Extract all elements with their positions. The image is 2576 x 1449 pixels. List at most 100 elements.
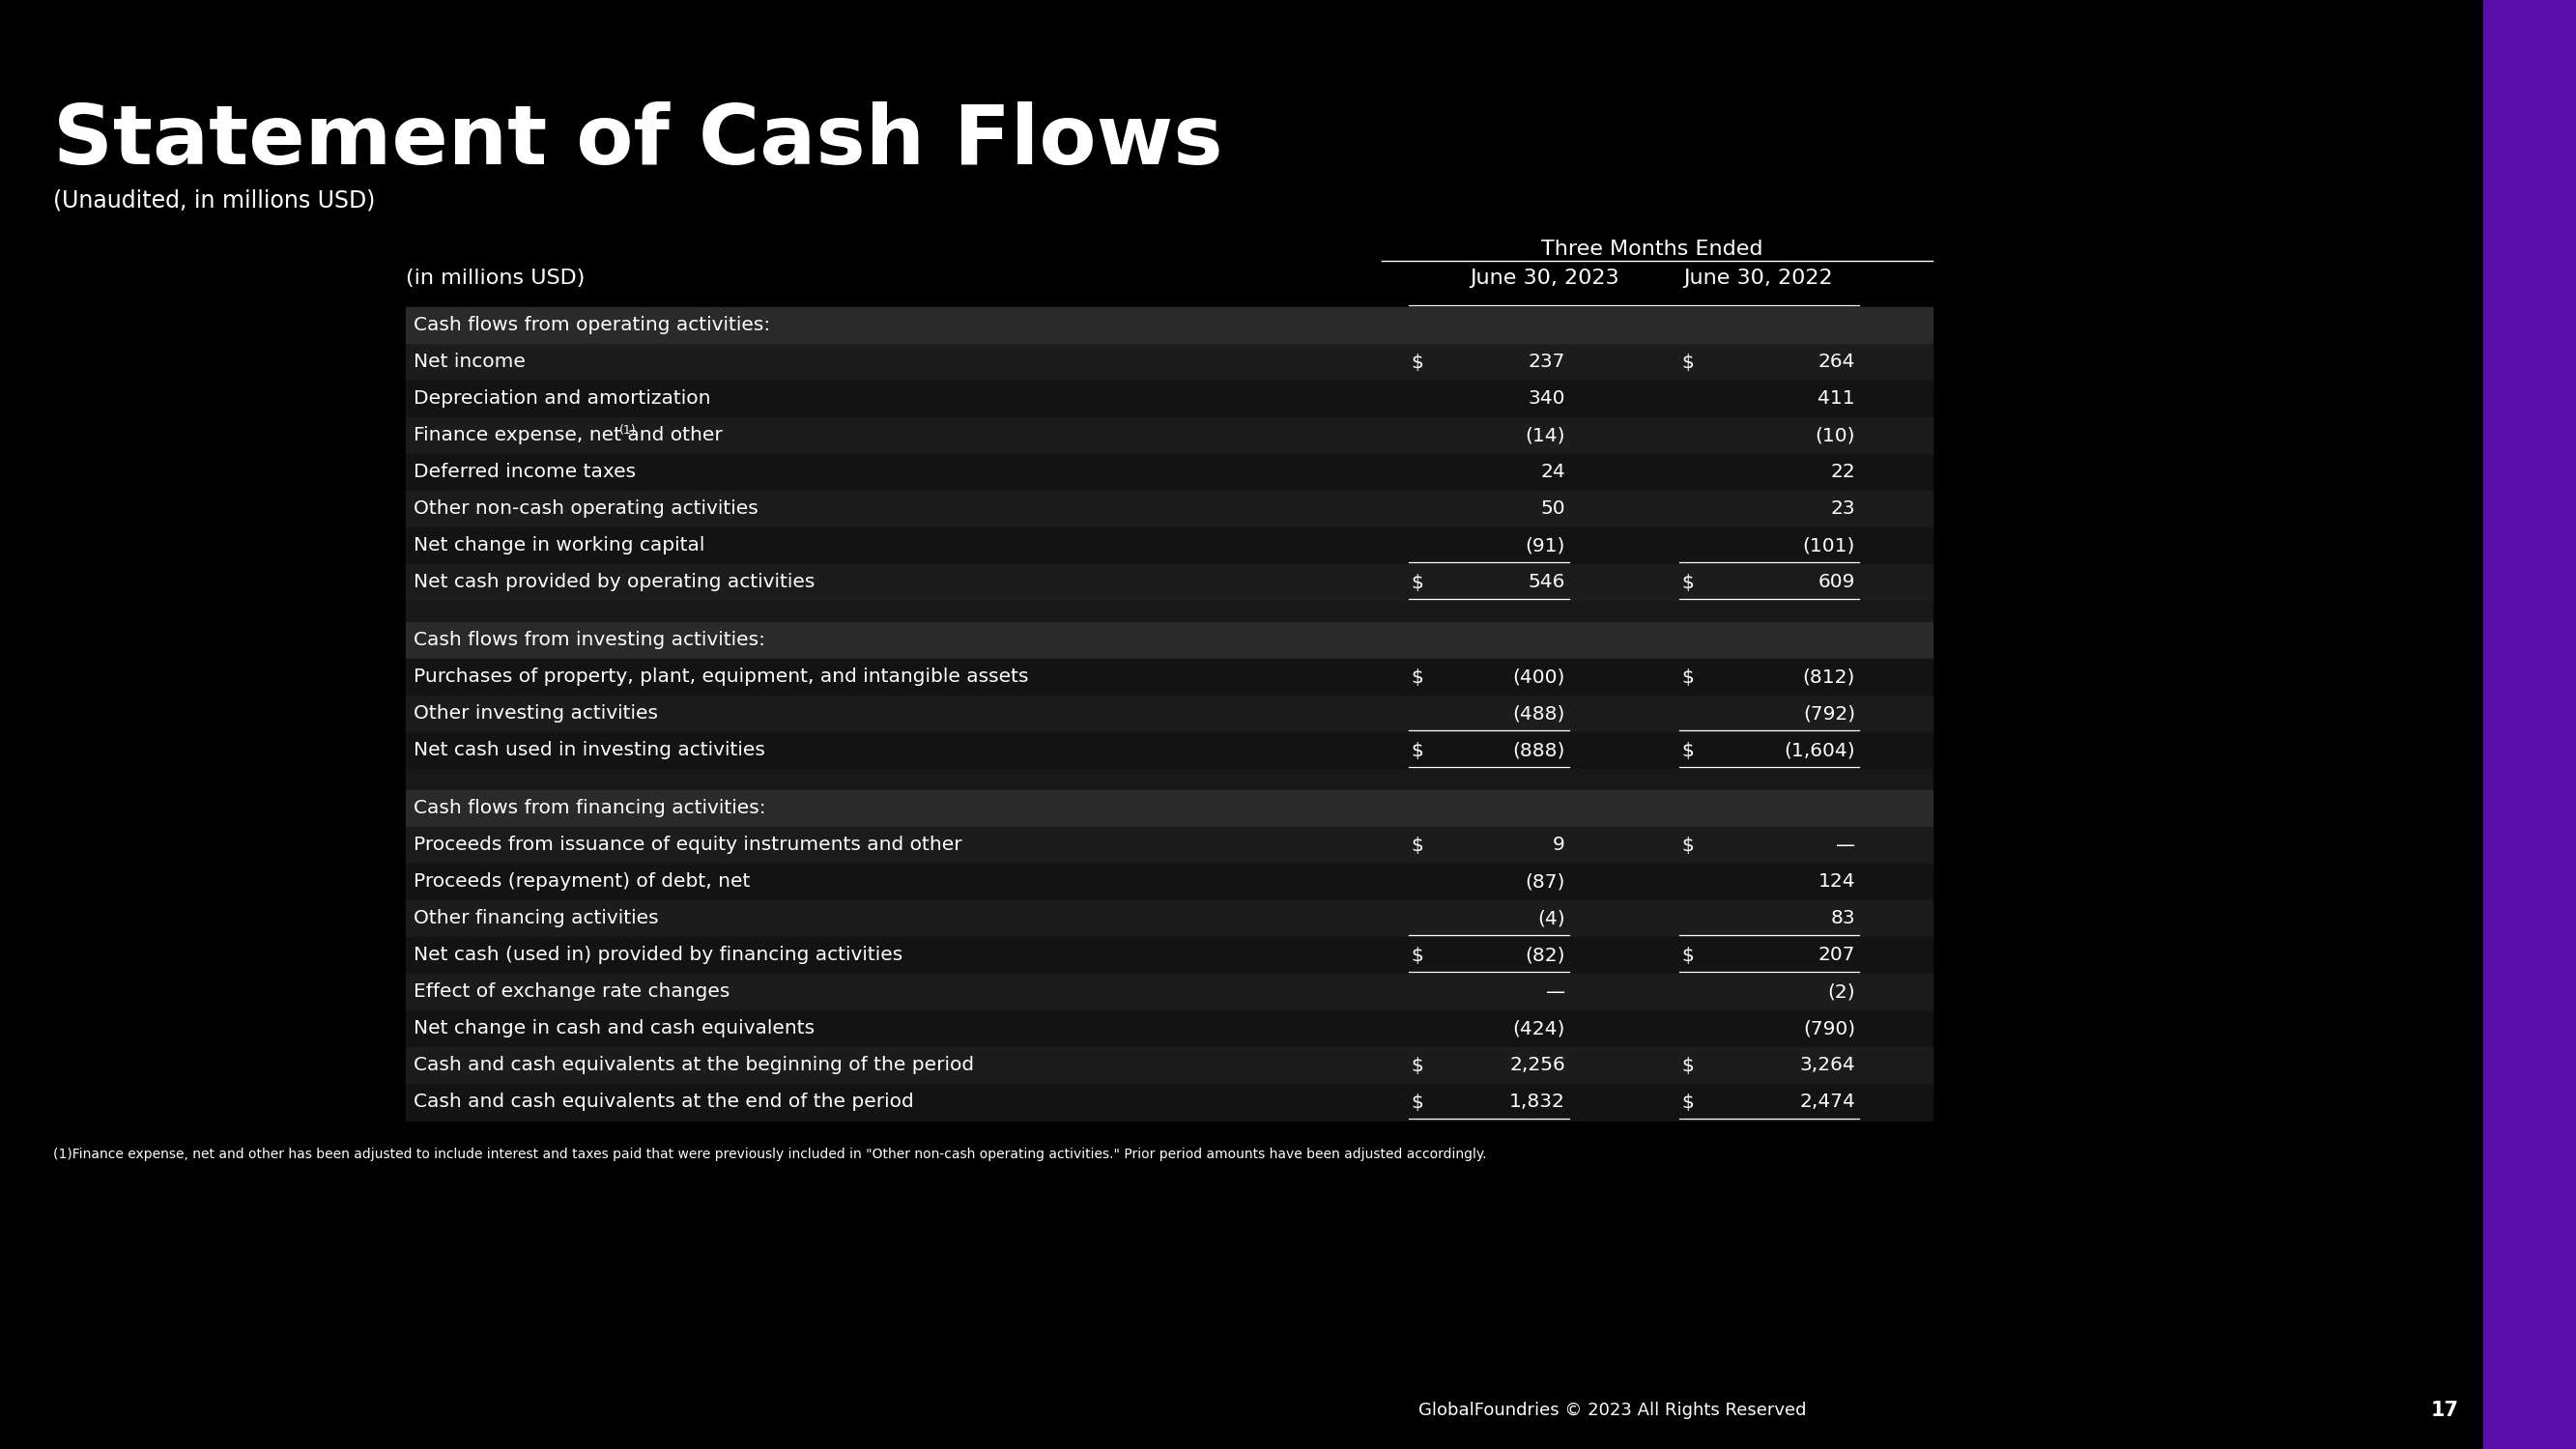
Text: $: $: [1412, 1093, 1422, 1111]
Text: (4): (4): [1538, 910, 1566, 927]
Text: $: $: [1682, 836, 1692, 855]
Text: 50: 50: [1540, 500, 1566, 519]
Text: 17: 17: [2432, 1401, 2458, 1420]
Text: Cash flows from financing activities:: Cash flows from financing activities:: [415, 800, 765, 817]
Text: (812): (812): [1803, 668, 1855, 687]
Text: 237: 237: [1528, 354, 1566, 371]
Text: $: $: [1682, 354, 1692, 371]
Text: 2,256: 2,256: [1510, 1056, 1566, 1075]
Text: June 30, 2022: June 30, 2022: [1685, 268, 1834, 288]
Text: $: $: [1412, 574, 1422, 591]
Text: Cash flows from investing activities:: Cash flows from investing activities:: [415, 632, 765, 649]
Text: $: $: [1412, 946, 1422, 965]
Bar: [407, 622, 1932, 659]
Text: GlobalFoundries © 2023 All Rights Reserved: GlobalFoundries © 2023 All Rights Reserv…: [1419, 1401, 1806, 1419]
Text: (2): (2): [1826, 982, 1855, 1001]
Text: Deferred income taxes: Deferred income taxes: [415, 464, 636, 481]
Bar: [407, 659, 1932, 696]
Text: $: $: [1412, 354, 1422, 371]
Bar: [407, 827, 1932, 864]
Text: (1): (1): [618, 423, 636, 436]
Bar: [407, 601, 1932, 622]
Text: Proceeds from issuance of equity instruments and other: Proceeds from issuance of equity instrum…: [415, 836, 961, 855]
Text: $: $: [1682, 946, 1692, 965]
Bar: [407, 974, 1932, 1010]
Text: Cash flows from operating activities:: Cash flows from operating activities:: [415, 316, 770, 335]
Text: Effect of exchange rate changes: Effect of exchange rate changes: [415, 982, 729, 1001]
Text: (790): (790): [1803, 1020, 1855, 1037]
Bar: [407, 696, 1932, 732]
Text: 24: 24: [1540, 464, 1566, 481]
Text: (14): (14): [1525, 426, 1566, 445]
Text: —: —: [1837, 836, 1855, 855]
Text: $: $: [1412, 668, 1422, 687]
Text: 546: 546: [1528, 574, 1566, 591]
Bar: [407, 564, 1932, 601]
Bar: [407, 1084, 1932, 1120]
Text: Three Months Ended: Three Months Ended: [1540, 239, 1762, 259]
Text: (Unaudited, in millions USD): (Unaudited, in millions USD): [54, 188, 376, 212]
Text: Net cash (used in) provided by financing activities: Net cash (used in) provided by financing…: [415, 946, 902, 965]
Text: Depreciation and amortization: Depreciation and amortization: [415, 390, 711, 409]
Text: —: —: [1546, 982, 1566, 1001]
Text: $: $: [1412, 836, 1422, 855]
Text: Net income: Net income: [415, 354, 526, 371]
Text: Purchases of property, plant, equipment, and intangible assets: Purchases of property, plant, equipment,…: [415, 668, 1028, 687]
Text: (400): (400): [1512, 668, 1566, 687]
Bar: [407, 381, 1932, 417]
Text: (82): (82): [1525, 946, 1566, 965]
Text: (91): (91): [1525, 536, 1566, 555]
Text: 264: 264: [1819, 354, 1855, 371]
Bar: [407, 417, 1932, 454]
Bar: [407, 491, 1932, 527]
Text: June 30, 2023: June 30, 2023: [1468, 268, 1618, 288]
Text: 9: 9: [1553, 836, 1566, 855]
Bar: [407, 732, 1932, 769]
Text: Net change in cash and cash equivalents: Net change in cash and cash equivalents: [415, 1020, 814, 1037]
Text: 124: 124: [1819, 872, 1855, 891]
Text: (1)Finance expense, net and other has been adjusted to include interest and taxe: (1)Finance expense, net and other has be…: [54, 1148, 1486, 1161]
Bar: [407, 527, 1932, 564]
Text: (87): (87): [1525, 872, 1566, 891]
Text: Other financing activities: Other financing activities: [415, 910, 659, 927]
Text: Cash and cash equivalents at the beginning of the period: Cash and cash equivalents at the beginni…: [415, 1056, 974, 1075]
Bar: [407, 1010, 1932, 1048]
Text: 1,832: 1,832: [1510, 1093, 1566, 1111]
Bar: [407, 343, 1932, 381]
Text: (in millions USD): (in millions USD): [407, 268, 585, 288]
Text: 2,474: 2,474: [1798, 1093, 1855, 1111]
Text: 609: 609: [1819, 574, 1855, 591]
Text: (888): (888): [1512, 742, 1566, 759]
Text: 207: 207: [1819, 946, 1855, 965]
Bar: [407, 307, 1932, 343]
Text: $: $: [1412, 742, 1422, 759]
Text: $: $: [1682, 1056, 1692, 1075]
Text: (488): (488): [1512, 704, 1566, 723]
Bar: [407, 938, 1932, 974]
Text: Net change in working capital: Net change in working capital: [415, 536, 706, 555]
Text: $: $: [1682, 742, 1692, 759]
Bar: [2483, 0, 2576, 1449]
Bar: [407, 769, 1932, 790]
Text: 83: 83: [1832, 910, 1855, 927]
Text: (10): (10): [1816, 426, 1855, 445]
Bar: [407, 864, 1932, 900]
Text: (101): (101): [1803, 536, 1855, 555]
Text: Finance expense, net and other: Finance expense, net and other: [415, 426, 721, 445]
Text: $: $: [1682, 668, 1692, 687]
Text: 340: 340: [1528, 390, 1566, 409]
Text: Statement of Cash Flows: Statement of Cash Flows: [54, 101, 1224, 181]
Text: Cash and cash equivalents at the end of the period: Cash and cash equivalents at the end of …: [415, 1093, 914, 1111]
Text: (1,604): (1,604): [1785, 742, 1855, 759]
Bar: [407, 790, 1932, 827]
Bar: [407, 454, 1932, 491]
Text: 411: 411: [1819, 390, 1855, 409]
Text: 23: 23: [1832, 500, 1855, 519]
Text: $: $: [1412, 1056, 1422, 1075]
Text: Net cash provided by operating activities: Net cash provided by operating activitie…: [415, 574, 814, 591]
Text: $: $: [1682, 574, 1692, 591]
Text: 22: 22: [1832, 464, 1855, 481]
Text: (424): (424): [1512, 1020, 1566, 1037]
Text: Other non-cash operating activities: Other non-cash operating activities: [415, 500, 757, 519]
Text: (792): (792): [1803, 704, 1855, 723]
